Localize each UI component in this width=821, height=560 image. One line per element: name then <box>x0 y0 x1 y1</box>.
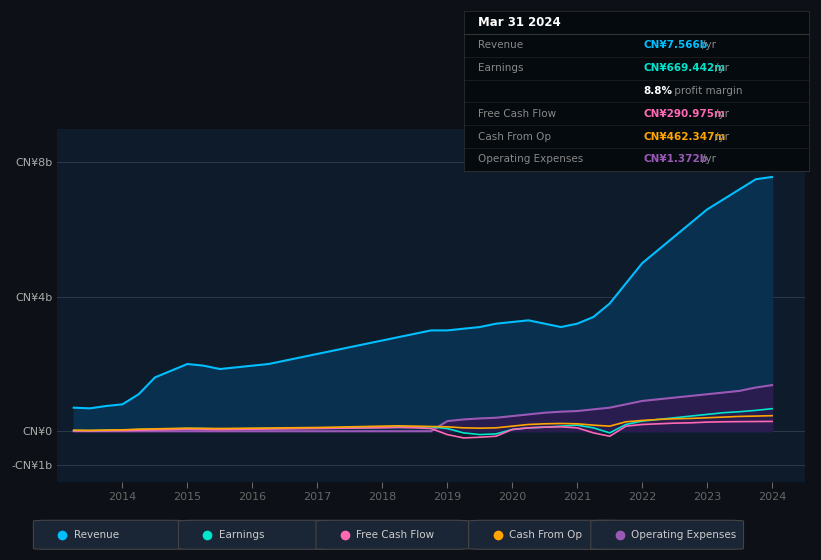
Text: Earnings: Earnings <box>478 63 523 73</box>
Text: /yr: /yr <box>715 132 729 142</box>
Text: Operating Expenses: Operating Expenses <box>478 155 583 165</box>
Text: Revenue: Revenue <box>74 530 119 540</box>
FancyBboxPatch shape <box>591 520 744 549</box>
Text: Cash From Op: Cash From Op <box>509 530 582 540</box>
Text: /yr: /yr <box>715 63 729 73</box>
Text: /yr: /yr <box>703 40 717 50</box>
Text: 8.8%: 8.8% <box>643 86 672 96</box>
Text: Operating Expenses: Operating Expenses <box>631 530 736 540</box>
Text: CN¥1.372b: CN¥1.372b <box>643 155 708 165</box>
Text: /yr: /yr <box>715 109 729 119</box>
Text: Earnings: Earnings <box>219 530 264 540</box>
Text: Free Cash Flow: Free Cash Flow <box>478 109 556 119</box>
FancyBboxPatch shape <box>316 520 469 549</box>
Text: Free Cash Flow: Free Cash Flow <box>356 530 434 540</box>
Text: CN¥290.975m: CN¥290.975m <box>643 109 725 119</box>
Text: CN¥462.347m: CN¥462.347m <box>643 132 726 142</box>
Text: Cash From Op: Cash From Op <box>478 132 551 142</box>
Text: CN¥669.442m: CN¥669.442m <box>643 63 725 73</box>
FancyBboxPatch shape <box>469 520 621 549</box>
Text: CN¥7.566b: CN¥7.566b <box>643 40 708 50</box>
FancyBboxPatch shape <box>178 520 331 549</box>
Text: /yr: /yr <box>703 155 717 165</box>
Text: Revenue: Revenue <box>478 40 523 50</box>
Text: profit margin: profit margin <box>672 86 743 96</box>
FancyBboxPatch shape <box>34 520 186 549</box>
Text: Mar 31 2024: Mar 31 2024 <box>478 16 561 29</box>
